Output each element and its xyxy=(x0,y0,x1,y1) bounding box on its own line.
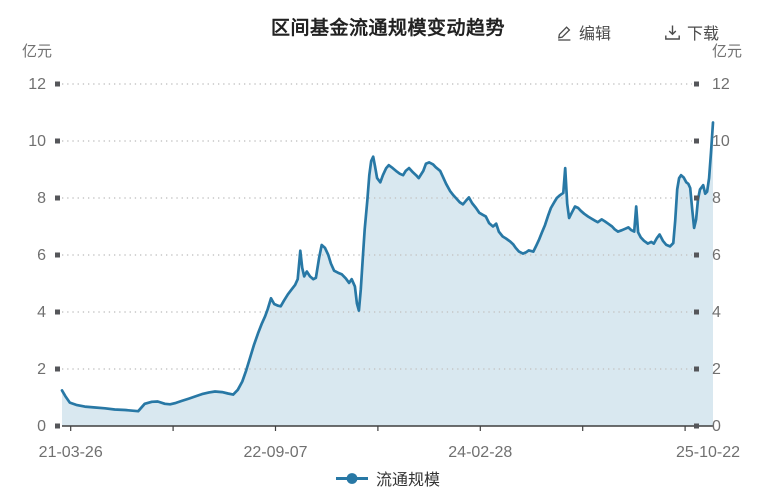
series-line-circulation-scale xyxy=(60,121,715,413)
edit-button[interactable]: 编辑 xyxy=(556,20,611,44)
y-tick-square-right-2 xyxy=(694,366,699,372)
legend-label: 流通规模 xyxy=(375,472,440,489)
legend-line-dot-marker-icon xyxy=(335,472,368,485)
y-tick-square-right-4 xyxy=(694,309,699,315)
y-axis-label-left-12: 12 xyxy=(28,76,46,93)
y-axis-label-right-10: 10 xyxy=(712,133,730,150)
y-axis-label-right-8: 8 xyxy=(712,190,721,207)
y-tick-square-right-10 xyxy=(694,138,699,144)
y-tick-square-left-6 xyxy=(55,252,60,258)
series-area-fill xyxy=(62,122,713,426)
y-tick-square-left-2 xyxy=(55,366,60,372)
y-axis-label-right-6: 6 xyxy=(712,247,721,264)
y-axis-label-left-4: 4 xyxy=(37,304,46,321)
y-tick-square-right-0 xyxy=(694,423,699,429)
y-axis-label-left-2: 2 xyxy=(37,361,46,378)
y-tick-square-right-6 xyxy=(694,252,699,258)
x-axis-label-25-10-22: 25-10-22 xyxy=(676,444,740,461)
y-axis-unit-left: 亿元 xyxy=(21,43,52,60)
y-tick-square-left-0 xyxy=(55,423,60,429)
x-axis-label-22-09-07: 22-09-07 xyxy=(243,444,307,461)
y-tick-square-left-12 xyxy=(55,81,60,87)
y-tick-square-left-4 xyxy=(55,309,60,315)
y-tick-square-left-10 xyxy=(55,138,60,144)
y-axis-label-left-10: 10 xyxy=(28,133,46,150)
y-axis-label-left-8: 8 xyxy=(37,190,46,207)
x-axis-label-21-03-26: 21-03-26 xyxy=(39,444,103,461)
y-axis-label-right-4: 4 xyxy=(712,304,721,321)
y-tick-square-right-8 xyxy=(694,195,699,201)
y-axis-unit-right: 亿元 xyxy=(712,43,743,60)
edit-button-label: 编辑 xyxy=(579,26,612,43)
download-icon xyxy=(664,24,681,41)
y-axis-label-left-0: 0 xyxy=(37,418,46,435)
y-axis-label-right-2: 2 xyxy=(712,361,721,378)
y-tick-square-right-12 xyxy=(694,81,699,87)
legend-item-circulation-scale[interactable]: 流通规模 xyxy=(0,466,776,490)
download-button-label: 下载 xyxy=(687,26,720,43)
download-button[interactable]: 下载 xyxy=(664,20,719,44)
x-axis-label-24-02-28: 24-02-28 xyxy=(448,444,512,461)
y-axis-label-left-6: 6 xyxy=(37,247,46,264)
y-axis-label-right-0: 0 xyxy=(712,418,721,435)
y-axis-label-right-12: 12 xyxy=(712,76,730,93)
chart-title: 区间基金流通规模变动趋势 xyxy=(270,18,505,39)
edit-pencil-icon xyxy=(556,24,573,41)
y-tick-square-left-8 xyxy=(55,195,60,201)
